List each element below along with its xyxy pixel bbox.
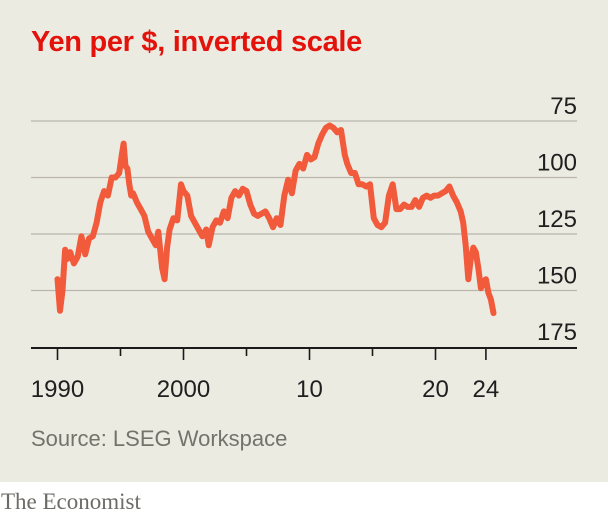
x-tick-label-1990: 1990 — [31, 376, 84, 403]
y-tick-label-175: 175 — [537, 319, 577, 346]
y-tick-label-125: 125 — [537, 206, 577, 233]
x-axis-labels: 1990 2000 10 20 24 — [31, 376, 499, 403]
chart-source: Source: LSEG Workspace — [31, 426, 288, 451]
y-tick-label-75: 75 — [550, 93, 577, 120]
y-axis-labels: 75 100 125 150 175 — [537, 93, 577, 346]
y-tick-label-150: 150 — [537, 263, 577, 290]
yen-per-dollar-chart: 75 100 125 150 175 1990 2000 10 20 24 — [31, 93, 577, 403]
x-tick-label-2024: 24 — [473, 376, 500, 403]
publisher-brand: The Economist — [1, 489, 141, 514]
chart-title: Yen per $, inverted scale — [31, 26, 363, 58]
chart-panel — [0, 0, 608, 482]
series-line-yen-per-dollar — [54, 122, 497, 317]
gridlines — [31, 120, 577, 292]
x-axis — [31, 347, 577, 360]
x-tick-label-2020: 20 — [422, 376, 449, 403]
y-tick-label-100: 100 — [537, 150, 577, 177]
x-tick-label-2010: 10 — [296, 376, 323, 403]
x-tick-label-2000: 2000 — [157, 376, 210, 403]
